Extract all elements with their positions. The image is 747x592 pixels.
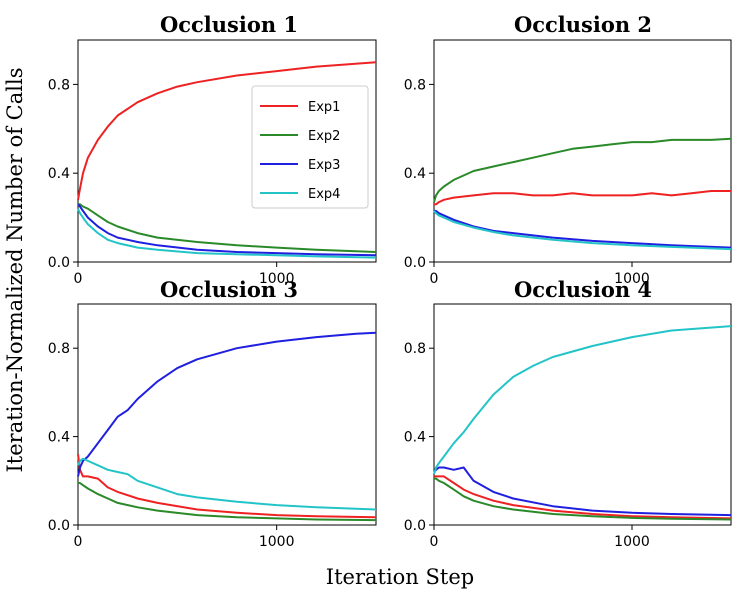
series-line-exp3 (77, 331, 377, 477)
x-axis-label: Iteration Step (326, 565, 474, 589)
y-tick-label: 0.4 (48, 430, 70, 446)
x-tick-label: 0 (74, 271, 83, 287)
legend-label-exp4: Exp4 (308, 187, 340, 202)
y-tick-label: 0.8 (404, 341, 426, 357)
series-line-exp1 (77, 454, 377, 519)
series-line-exp1 (434, 190, 731, 206)
y-tick-label: 0.4 (404, 430, 426, 446)
x-tick-label: 1000 (259, 271, 295, 287)
panel-occlusion-2: Occlusion 2 0.0 0.4 0.8 0 1000 (404, 12, 732, 287)
panel-title: Occlusion 1 (160, 12, 298, 37)
panel-occlusion-1: Occlusion 1 0.0 0.4 0.8 0 1000 (48, 12, 377, 287)
y-tick-label: 0.4 (404, 166, 426, 182)
legend-frame (251, 85, 369, 209)
y-tick-label: 0.8 (404, 77, 426, 93)
x-tick-label: 0 (430, 534, 439, 550)
series-line-exp3 (433, 466, 732, 517)
x-tick-label: 1000 (259, 534, 295, 550)
x-tick-label: 0 (74, 534, 83, 550)
legend-label-exp1: Exp1 (308, 100, 340, 115)
y-tick-label: 0.8 (48, 341, 70, 357)
panel-title: Occlusion 3 (160, 277, 298, 302)
series-line-exp3 (434, 209, 732, 249)
series-line-exp2 (434, 477, 732, 521)
series-line-exp4 (433, 210, 732, 251)
y-tick-label: 0.4 (48, 166, 70, 182)
y-tick-label: 0.0 (48, 255, 70, 271)
series-line-exp2 (78, 482, 377, 522)
series-line-exp2 (433, 137, 732, 203)
legend-label-exp3: Exp3 (308, 158, 340, 173)
y-axis-label: Iteration-Normalized Number of Calls (3, 68, 27, 473)
y-tick-label: 0.0 (48, 518, 70, 534)
plot-frame (77, 303, 377, 526)
panel-title: Occlusion 2 (514, 12, 652, 37)
legend: Exp1 Exp2 Exp3 Exp4 (251, 85, 369, 209)
series-line-exp1 (77, 61, 377, 200)
y-tick-label: 0.8 (48, 77, 70, 93)
x-tick-label: 0 (430, 271, 439, 287)
y-tick-label: 0.0 (404, 255, 426, 271)
panel-occlusion-3: Occlusion 3 0.0 0.4 0.8 0 1000 (48, 277, 377, 550)
series-line-exp1 (434, 475, 732, 520)
plot-frame (433, 303, 732, 526)
legend-label-exp2: Exp2 (308, 129, 340, 144)
series-line-exp2 (78, 203, 377, 253)
series-line-exp4 (433, 325, 732, 475)
panel-occlusion-4: Occlusion 4 0.0 0.4 0.8 0 1000 (404, 277, 732, 550)
series-line-exp3 (77, 203, 377, 257)
series-line-exp4 (77, 208, 377, 259)
y-tick-label: 0.0 (404, 518, 426, 534)
plot-frame (433, 39, 732, 263)
x-tick-label: 1000 (614, 534, 650, 550)
series-line-exp4 (77, 457, 377, 511)
x-tick-label: 1000 (614, 271, 650, 287)
plot-frame (77, 39, 377, 263)
panel-title: Occlusion 4 (514, 277, 652, 302)
